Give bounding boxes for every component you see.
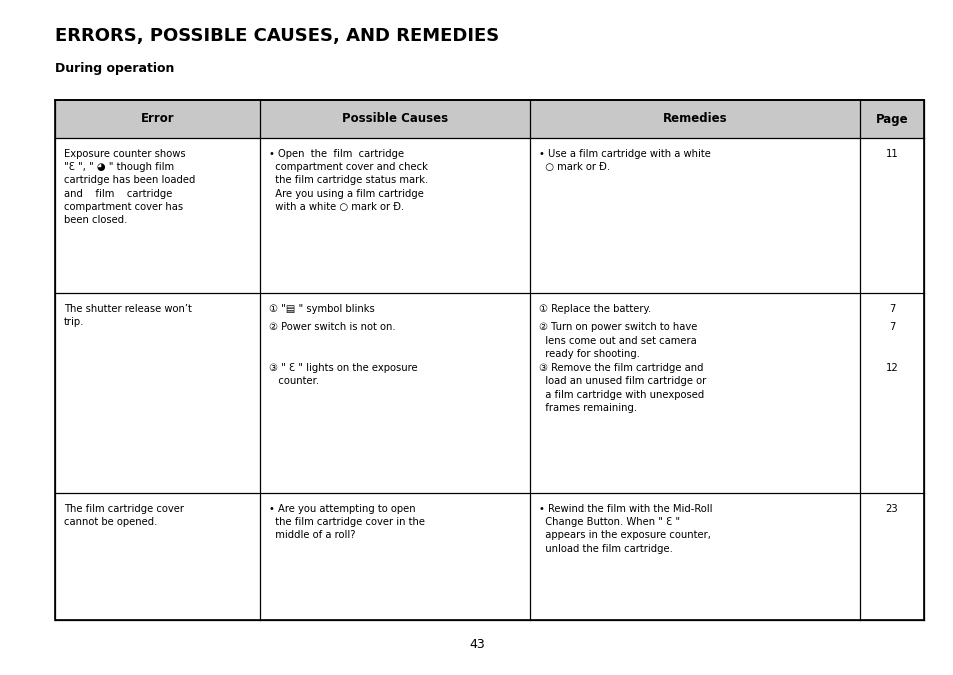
Text: The film cartridge cover
cannot be opened.: The film cartridge cover cannot be opene…: [64, 504, 184, 527]
Text: ③ Remove the film cartridge and
  load an unused film cartridge or
  a film cart: ③ Remove the film cartridge and load an …: [538, 363, 705, 413]
Text: ② Power switch is not on.: ② Power switch is not on.: [269, 323, 395, 333]
Text: Possible Causes: Possible Causes: [341, 113, 448, 126]
Text: 7: 7: [888, 323, 894, 333]
Text: • Are you attempting to open
  the film cartridge cover in the
  middle of a rol: • Are you attempting to open the film ca…: [269, 504, 424, 541]
Text: Remedies: Remedies: [662, 113, 726, 126]
Text: • Rewind the film with the Mid-Roll
  Change Button. When " Ɛ "
  appears in the: • Rewind the film with the Mid-Roll Chan…: [538, 504, 712, 554]
Text: ② Turn on power switch to have
  lens come out and set camera
  ready for shooti: ② Turn on power switch to have lens come…: [538, 323, 697, 359]
Text: 43: 43: [469, 639, 484, 651]
Text: During operation: During operation: [55, 62, 174, 75]
Text: 12: 12: [884, 363, 898, 373]
Text: 7: 7: [888, 304, 894, 314]
Text: Error: Error: [140, 113, 174, 126]
Text: ① "▤ " symbol blinks: ① "▤ " symbol blinks: [269, 304, 375, 314]
Text: • Use a film cartridge with a white
  ○ mark or Ɖ.: • Use a film cartridge with a white ○ ma…: [538, 149, 710, 172]
Text: The shutter release won’t
trip.: The shutter release won’t trip.: [64, 304, 192, 327]
Text: Exposure counter shows
"Ɛ ", " ◕ " though film
cartridge has been loaded
and    : Exposure counter shows "Ɛ ", " ◕ " thoug…: [64, 149, 195, 225]
Text: Page: Page: [875, 113, 907, 126]
Text: • Open  the  film  cartridge
  compartment cover and check
  the film cartridge : • Open the film cartridge compartment co…: [269, 149, 428, 212]
Bar: [55, 100, 923, 138]
Text: 11: 11: [884, 149, 898, 159]
Text: ① Replace the battery.: ① Replace the battery.: [538, 304, 651, 314]
Text: ③ " Ɛ " lights on the exposure
   counter.: ③ " Ɛ " lights on the exposure counter.: [269, 363, 417, 386]
Text: 23: 23: [884, 504, 898, 514]
Bar: [55, 100, 923, 620]
Text: ERRORS, POSSIBLE CAUSES, AND REMEDIES: ERRORS, POSSIBLE CAUSES, AND REMEDIES: [55, 27, 498, 45]
